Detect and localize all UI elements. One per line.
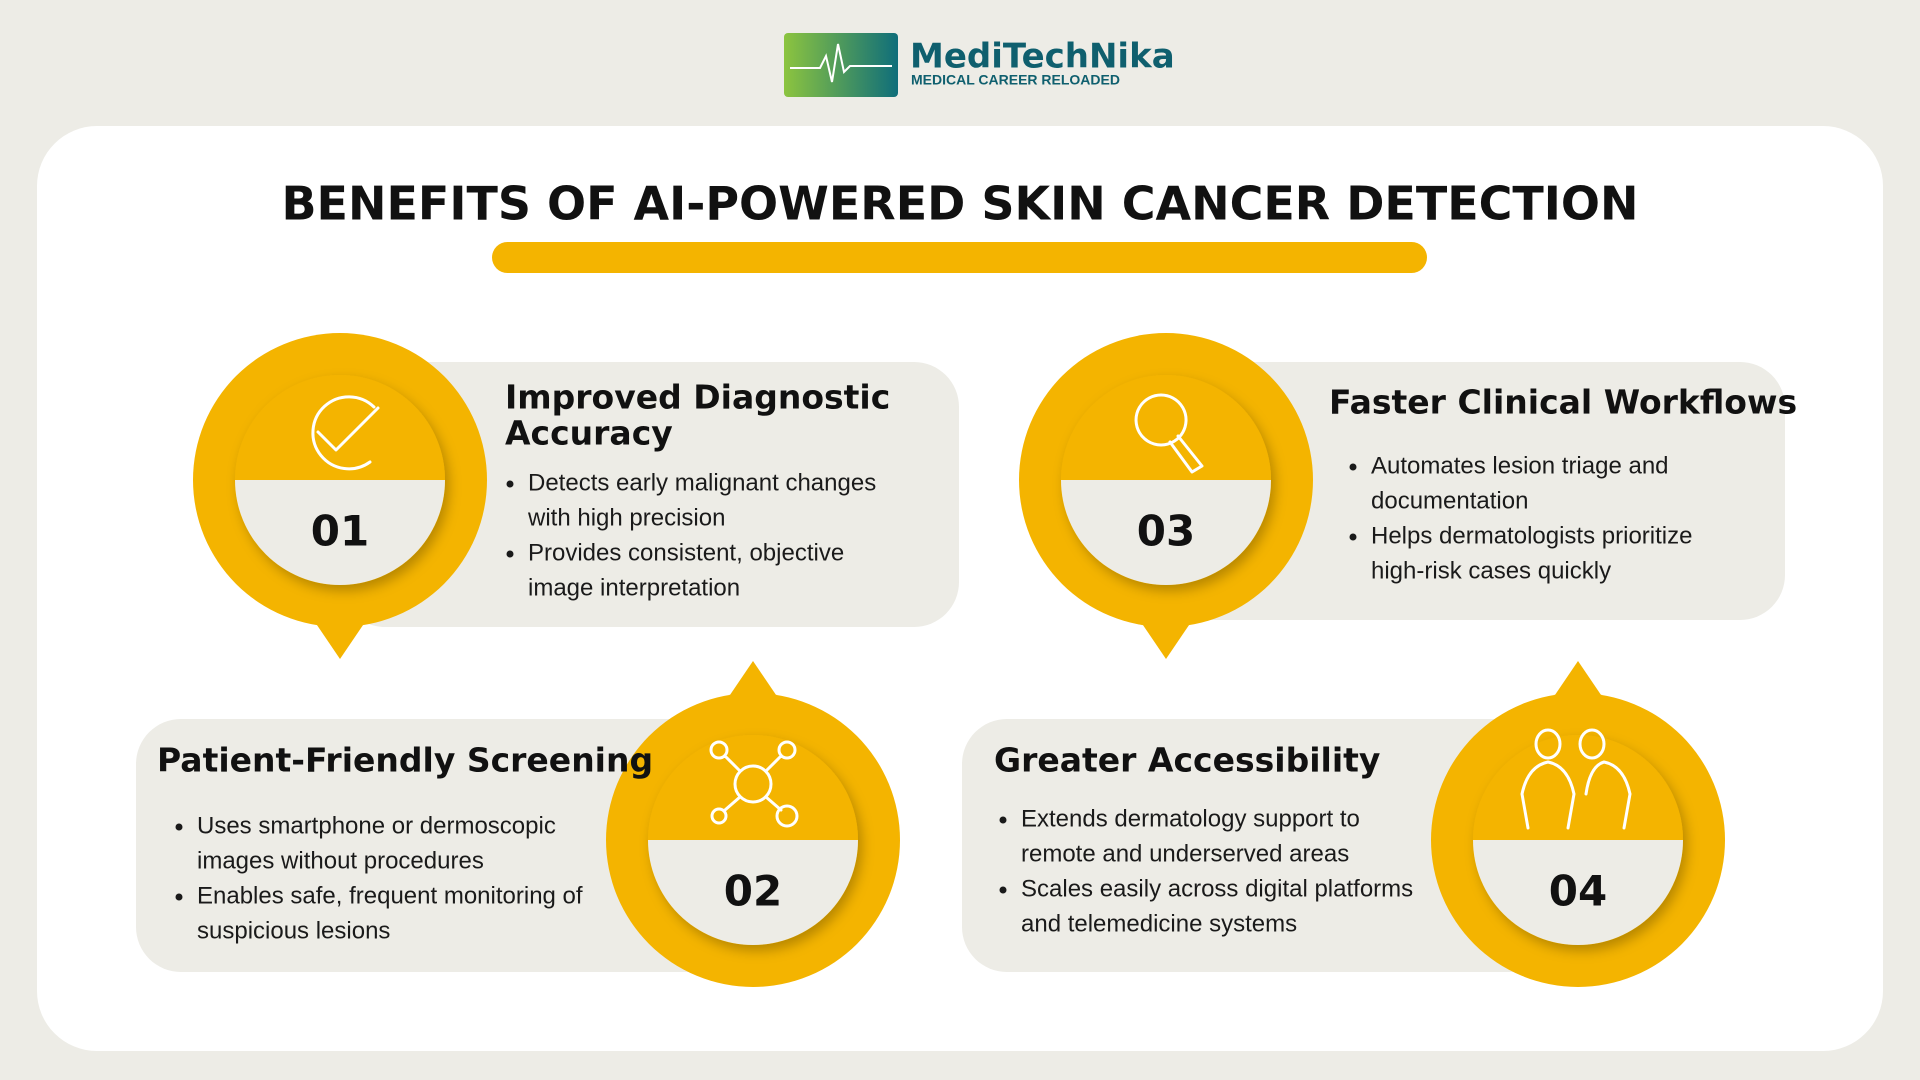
tagline: MEDICAL CAREER RELOADED — [911, 72, 1120, 88]
bullet-dot — [999, 816, 1007, 824]
inner-lower — [235, 480, 445, 585]
bullet-text: with high precision — [527, 504, 725, 531]
title: BENEFITS OF AI-POWERED SKIN CANCER DETEC… — [282, 177, 1639, 231]
card-number: 03 — [1137, 507, 1195, 556]
bullet-text: Helps dermatologists prioritize — [1371, 522, 1692, 549]
icon — [311, 395, 380, 471]
logo-pulse — [790, 43, 892, 83]
brand: MediTechNika — [910, 37, 1175, 77]
logo-mark — [784, 33, 898, 97]
bullet-text: images without procedures — [197, 847, 484, 874]
card-title: Accuracy — [505, 414, 673, 453]
bullet-text: Provides consistent, objective — [528, 539, 844, 566]
bullet-text: and telemedicine systems — [1021, 910, 1297, 937]
title-underline — [492, 242, 1427, 273]
bullet-text: high-risk cases quickly — [1371, 557, 1611, 584]
bullet-dot — [999, 886, 1007, 894]
bullet-text: Scales easily across digital platforms — [1021, 875, 1413, 902]
card-number: 04 — [1549, 867, 1607, 916]
bullet-dot — [175, 823, 183, 831]
bullet-text: remote and underserved areas — [1021, 840, 1349, 867]
card-box — [340, 362, 959, 627]
card-box — [136, 719, 753, 972]
card-box — [962, 719, 1580, 972]
card-title: Greater Accessibility — [994, 741, 1380, 780]
bullet-dot — [1349, 533, 1357, 541]
bullet-text: image interpretation — [528, 574, 740, 601]
bullet-dot — [506, 550, 514, 558]
card-box — [1166, 362, 1785, 620]
icon — [1520, 728, 1632, 830]
bullet-text: Automates lesion triage and — [1371, 452, 1669, 479]
bullet-text: Detects early malignant changes — [528, 469, 876, 496]
icon — [709, 740, 799, 828]
bullet-dot — [175, 893, 183, 901]
bullet-text: Enables safe, frequent monitoring of — [197, 882, 583, 909]
card: 02 Patient-Friendly Screening Uses smartph… — [136, 661, 900, 987]
bullet-dot — [506, 480, 514, 488]
inner-lower — [648, 840, 858, 945]
card-number: 01 — [311, 507, 369, 556]
card: 04 Greater Accessibility Extends dermatolo… — [962, 661, 1725, 987]
inner-lower — [1061, 480, 1271, 585]
bullet-text: Extends dermatology support to — [1021, 805, 1360, 832]
bullet-text: Uses smartphone or dermoscopic — [197, 812, 556, 839]
bullet-dot — [1349, 463, 1357, 471]
bullet-text: suspicious lesions — [197, 917, 390, 944]
card: 03 Faster Clinical Workflows Automates les… — [1019, 333, 1797, 659]
icon — [1134, 393, 1204, 474]
card-title: Patient-Friendly Screening — [157, 741, 653, 780]
bullet-text: documentation — [1371, 487, 1528, 514]
card-title: Faster Clinical Workflows — [1329, 383, 1797, 422]
card-title: Improved Diagnostic — [505, 378, 890, 417]
card-number: 02 — [724, 867, 782, 916]
inner-lower — [1473, 840, 1683, 945]
